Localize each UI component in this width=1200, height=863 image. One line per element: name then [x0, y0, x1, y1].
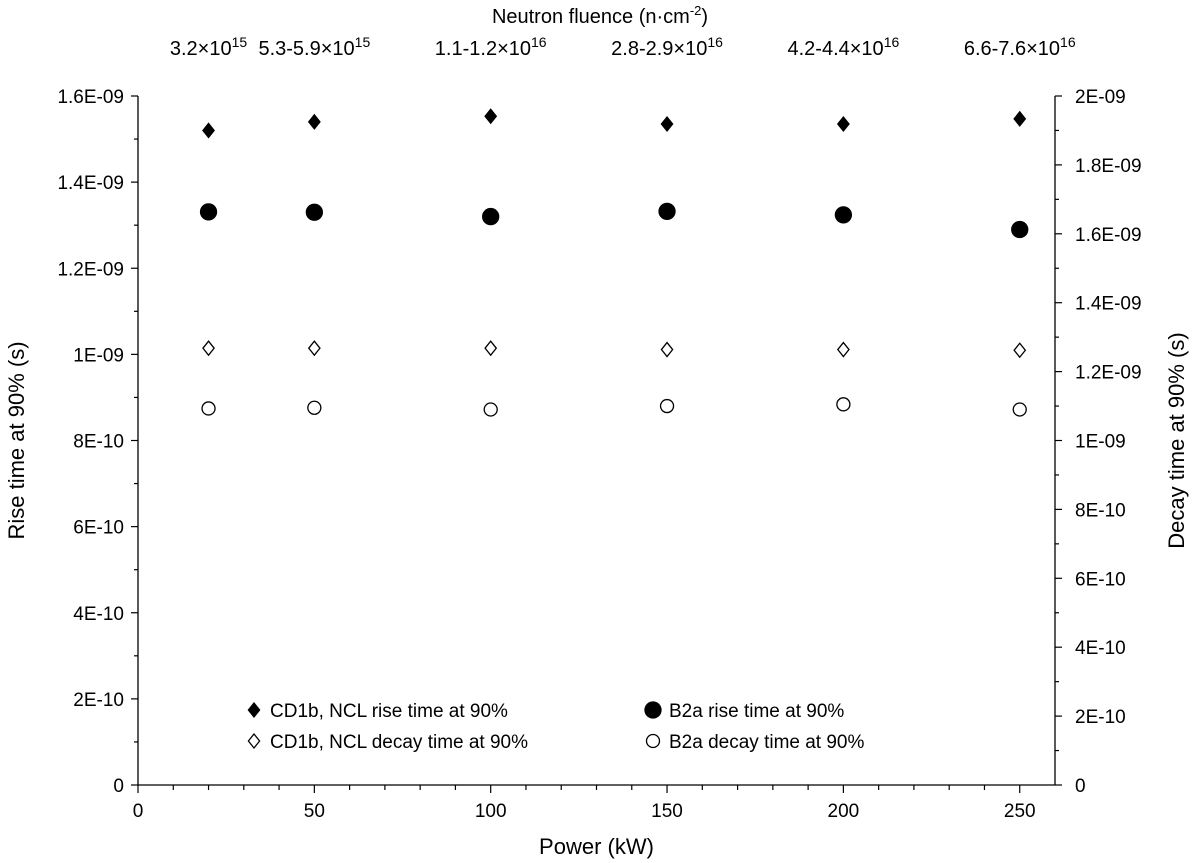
- series-2: [199, 202, 1029, 239]
- data-point: [1012, 402, 1027, 417]
- data-point: [199, 203, 218, 221]
- y-axis-title: Rise time at 90% (s): [4, 341, 29, 539]
- data-markers: [199, 108, 1029, 417]
- top-fluence-label: 3.2×1015: [170, 34, 248, 60]
- y2-tick-label: 1.6E-09: [1075, 225, 1142, 246]
- data-point: [1011, 220, 1029, 239]
- y-tick-label: 1.6E-09: [57, 87, 124, 108]
- x-tick-label: 250: [1004, 801, 1036, 822]
- y2-tick-label: 4E-10: [1075, 638, 1126, 659]
- data-point: [202, 340, 215, 357]
- legend-label: CD1b, NCL rise time at 90%: [270, 701, 508, 722]
- top-fluence-label: 1.1-1.2×1016: [435, 34, 547, 60]
- data-point: [305, 203, 323, 221]
- tick-labels: 0 2E-10 4E-10 6E-10 8E-10 1E-09 1.2E-09 1.4E-09…: [57, 87, 1141, 822]
- top-fluence-label: 4.2-4.4×1016: [787, 34, 899, 60]
- data-point: [1013, 110, 1027, 127]
- x-tick-label: 100: [475, 801, 507, 822]
- data-point: [659, 398, 675, 414]
- y2-tick-label: 6E-10: [1075, 569, 1126, 590]
- x-axis-title: Power (kW): [539, 834, 654, 859]
- y-tick-label: 1.2E-09: [57, 259, 124, 280]
- y-tick-label: 2E-10: [73, 690, 124, 711]
- x-tick-label: 150: [651, 801, 683, 822]
- data-point: [484, 340, 498, 357]
- data-point: [307, 400, 322, 415]
- top-fluence-label: 6.6-7.6×1016: [964, 34, 1076, 60]
- legend-marker: [645, 733, 661, 749]
- legend-marker: [644, 701, 662, 719]
- y-tick-label: 1E-09: [73, 345, 124, 366]
- axes: [137, 96, 1056, 786]
- y-tick-label: 1.4E-09: [57, 173, 124, 194]
- data-point: [484, 108, 498, 125]
- y-tick-label: 0: [113, 776, 124, 797]
- y2-tick-label: 2E-10: [1075, 707, 1126, 728]
- y2-tick-label: 1.2E-09: [1075, 363, 1142, 384]
- data-point: [836, 397, 851, 412]
- data-point: [482, 207, 500, 226]
- y2-tick-label: 1.4E-09: [1075, 294, 1142, 315]
- data-point: [1013, 342, 1027, 359]
- series-3: [202, 340, 1027, 359]
- y2-tick-label: 1.8E-09: [1075, 156, 1142, 177]
- series-4: [201, 397, 1027, 417]
- y-tick-label: 6E-10: [73, 518, 124, 539]
- y2-tick-label: 0: [1075, 776, 1086, 797]
- data-point: [660, 115, 674, 133]
- data-point: [307, 113, 321, 130]
- data-point: [836, 115, 850, 133]
- data-point: [201, 401, 216, 416]
- top-fluence-labels: 3.2×1015 5.3-5.9×1015 1.1-1.2×1016 2.8-2.9×…: [170, 34, 1076, 60]
- data-point: [202, 122, 215, 139]
- legend-marker: [247, 701, 261, 719]
- legend: CD1b, NCL rise time at 90% B2a rise time …: [247, 701, 864, 753]
- data-point: [660, 341, 674, 358]
- top-fluence-label: 5.3-5.9×1015: [258, 34, 370, 60]
- data-point: [658, 202, 676, 221]
- data-point: [836, 341, 850, 358]
- y-tick-label: 8E-10: [73, 432, 124, 453]
- x-tick-label: 50: [304, 801, 325, 822]
- y2-tick-label: 1E-09: [1075, 432, 1126, 453]
- legend-label: B2a decay time at 90%: [669, 732, 864, 753]
- legend-marker: [247, 732, 261, 750]
- top-axis-title: Neutron fluence (n·cm-2): [492, 3, 708, 28]
- data-point: [483, 402, 498, 417]
- x-tick-label: 0: [133, 801, 144, 822]
- ticks: [131, 95, 1062, 793]
- data-point: [834, 206, 853, 224]
- legend-label: B2a rise time at 90%: [669, 701, 844, 722]
- data-point: [307, 340, 321, 357]
- y2-tick-label: 8E-10: [1075, 500, 1126, 521]
- legend-label: CD1b, NCL decay time at 90%: [270, 732, 528, 753]
- top-fluence-label: 2.8-2.9×1016: [611, 34, 723, 60]
- y2-tick-label: 2E-09: [1075, 87, 1126, 108]
- x-tick-label: 200: [828, 801, 860, 822]
- series-1: [202, 108, 1027, 139]
- y-tick-label: 4E-10: [73, 604, 124, 625]
- y2-axis-title: Decay time at 90% (s): [1164, 332, 1189, 548]
